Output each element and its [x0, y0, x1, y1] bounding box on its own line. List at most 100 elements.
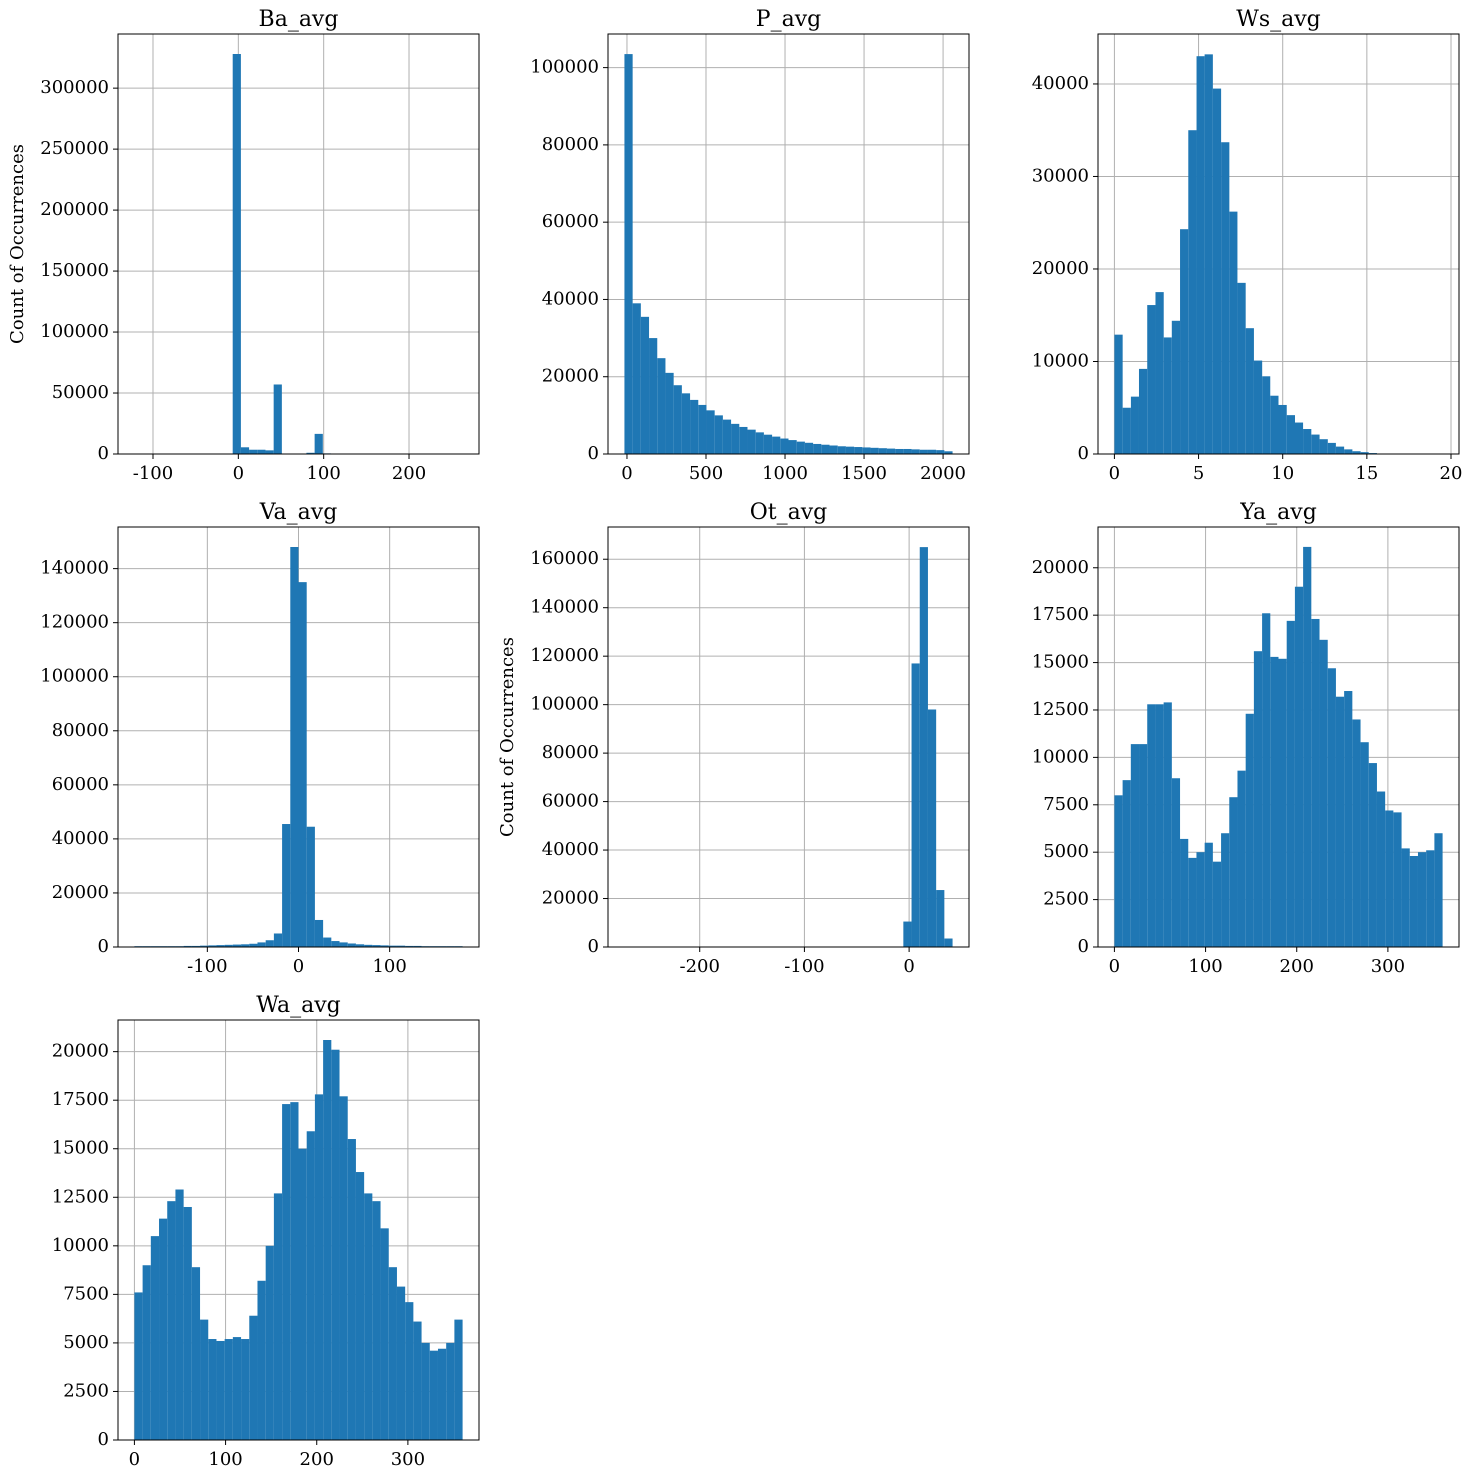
x-tick-label: 20 [1440, 463, 1463, 484]
axes-frame [1097, 526, 1460, 948]
histogram-bar [306, 826, 315, 947]
histogram-bar [1327, 442, 1336, 454]
histogram-bar [1417, 852, 1427, 947]
histogram-bar [380, 1228, 389, 1440]
histogram-bar [1171, 320, 1181, 454]
x-tick-label: 0 [233, 463, 244, 484]
y-tick-label: 5000 [63, 1332, 109, 1353]
x-tick-label: 10 [1271, 463, 1294, 484]
histogram-bar [1409, 855, 1418, 947]
y-axis-label: Count of Occurrences [7, 144, 28, 344]
histogram-bar [257, 942, 266, 947]
histogram-bar [813, 443, 822, 454]
axes-frame [607, 33, 970, 455]
histogram-bar [364, 1193, 373, 1440]
y-tick-label: 150000 [40, 260, 109, 281]
y-tick-label: 17500 [1032, 604, 1089, 625]
histogram-bar [944, 938, 953, 947]
subplot-title: Va_avg [259, 500, 338, 525]
x-tick-label: 200 [392, 463, 426, 484]
histogram-bar [232, 1337, 242, 1440]
histogram-bar [1221, 142, 1230, 454]
histogram-bar [1221, 833, 1230, 947]
y-tick-label: 160000 [530, 548, 599, 569]
histogram-bar [714, 415, 723, 454]
x-tick-label: 300 [391, 1449, 425, 1470]
histogram-bar [421, 1342, 430, 1440]
histogram-bar [1286, 415, 1295, 454]
y-tick-label: 80000 [542, 742, 599, 763]
histogram-bar [1237, 770, 1246, 947]
y-tick-label: 0 [1078, 443, 1089, 464]
histogram-bar [183, 1206, 192, 1440]
histogram-bar [1426, 850, 1435, 947]
histogram-bar [1130, 744, 1140, 947]
histogram-bar [1237, 282, 1246, 454]
histogram-bar [1262, 376, 1271, 454]
y-tick-label: 0 [98, 936, 109, 957]
histogram-bar [290, 1102, 299, 1440]
subplot-title: Wa_avg [256, 993, 340, 1018]
x-tick-label: 15 [1355, 463, 1378, 484]
x-tick-label: 2000 [920, 463, 966, 484]
histogram-bar [1204, 54, 1213, 455]
x-tick-label: 0 [621, 463, 632, 484]
histogram-bar [134, 1292, 143, 1440]
histogram-bar [927, 449, 937, 454]
histogram-bar [290, 547, 299, 947]
histogram-bar [257, 1280, 266, 1440]
histogram-bar [347, 943, 356, 947]
y-tick-label: 5000 [1043, 841, 1089, 862]
subplot: 0 100 200 300 0 2500 5000 7500 10000 12500 15000 17… [1032, 500, 1460, 977]
histogram-bar [1122, 780, 1131, 947]
y-tick-label: 10000 [1032, 746, 1089, 767]
histogram-bar [1360, 452, 1369, 454]
histogram-bar [298, 1148, 307, 1440]
histogram-bar [413, 945, 422, 947]
histogram-bar [1212, 861, 1222, 947]
y-tick-label: 12500 [52, 1186, 109, 1207]
histogram-bar [200, 945, 209, 947]
y-tick-label: 2500 [1043, 889, 1089, 910]
histogram-bar [1368, 763, 1377, 947]
histogram-bar [1245, 328, 1254, 454]
histogram-bar [673, 385, 682, 454]
subplot: -200 -100 0 0 20000 40000 60000 80000 100000 1200… [497, 500, 970, 977]
subplot: 0 100 200 300 0 2500 5000 7500 10000 12500 15000 17… [52, 993, 480, 1470]
histogram-bar [1278, 404, 1287, 454]
histogram-bar [731, 423, 740, 454]
x-tick-label: 0 [1109, 956, 1120, 977]
y-tick-label: 0 [588, 936, 599, 957]
y-tick-label: 140000 [40, 558, 109, 579]
histogram-bar [927, 709, 937, 947]
histogram-bar [911, 663, 920, 947]
y-tick-label: 100000 [40, 321, 109, 342]
histogram-bar [1311, 618, 1320, 947]
subplot-title: Ot_avg [750, 500, 828, 525]
y-tick-label: 250000 [40, 138, 109, 159]
x-tick-label: -100 [784, 956, 824, 977]
histogram-bar [1303, 546, 1312, 947]
histogram-bar [1294, 422, 1304, 454]
y-tick-label: 100000 [40, 666, 109, 687]
histogram-bar [282, 824, 291, 947]
histogram-bar [364, 944, 373, 947]
histogram-bar [1245, 713, 1254, 947]
histogram-bar [698, 404, 707, 454]
x-tick-label: 100 [372, 956, 406, 977]
histogram-bar [314, 1094, 324, 1440]
histogram-bar [1303, 429, 1312, 454]
x-tick-label: 100 [1188, 956, 1222, 977]
histogram-bar [1163, 337, 1172, 454]
histogram-bar [298, 582, 307, 947]
histogram-bar [1229, 797, 1238, 947]
histogram-bar [265, 1245, 274, 1440]
y-tick-label: 120000 [530, 645, 599, 666]
y-tick-label: 120000 [40, 612, 109, 633]
histogram-bar [1434, 833, 1443, 947]
subplot: -100 0 100 0 20000 40000 60000 80000 100000 12000… [40, 500, 480, 977]
x-tick-label: 100 [208, 1449, 242, 1470]
y-tick-label: 2500 [63, 1380, 109, 1401]
histogram-bar [323, 937, 332, 947]
histogram-bar [1155, 292, 1164, 454]
